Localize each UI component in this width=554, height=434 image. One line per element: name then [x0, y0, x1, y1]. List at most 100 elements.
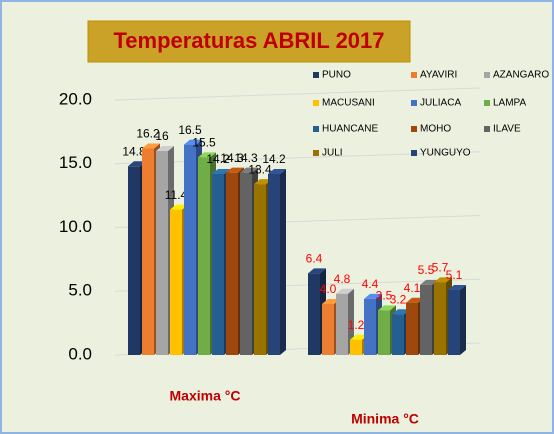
legend-label: ILAVE [493, 124, 521, 135]
data-label: 4.4 [362, 277, 379, 291]
legend-label: LAMPA [493, 98, 526, 109]
legend-label: PUNO [322, 70, 351, 81]
bar-front [142, 148, 154, 355]
data-label: 3.2 [390, 292, 407, 306]
bar-top [254, 179, 272, 185]
y-tick-label: 0.0 [68, 344, 92, 363]
bar-front [254, 184, 266, 355]
legend-swatch [484, 126, 490, 132]
bar-front [420, 284, 432, 355]
y-tick-label: 20.0 [59, 89, 92, 108]
data-label: 13.4 [248, 162, 272, 176]
legend-label: JULIACA [420, 98, 461, 109]
bar-top [434, 277, 452, 283]
chart-title: Temperaturas ABRIL 2017 [113, 28, 384, 53]
y-tick-label: 15.0 [59, 153, 92, 172]
data-label: 3.5 [376, 289, 393, 303]
bar-front [392, 314, 404, 355]
data-label: 16 [155, 129, 169, 143]
title-box [87, 20, 411, 63]
bar-top [420, 279, 438, 285]
bar-front [322, 304, 334, 355]
bar-top [198, 152, 216, 158]
data-label: 1.2 [348, 318, 365, 332]
bar-top [240, 167, 258, 173]
bar-top [378, 305, 396, 311]
legend-label: HUANCANE [322, 124, 378, 135]
bar-front [378, 310, 390, 355]
bar-front [198, 157, 210, 355]
legend-label: MOHO [420, 124, 451, 135]
bar-top [142, 143, 160, 149]
bar-front [212, 173, 224, 355]
data-label: 5.1 [446, 268, 463, 282]
bar-side [460, 284, 466, 355]
x-tick-label: Maxima °C [170, 388, 241, 404]
bar-front [156, 151, 168, 355]
bar-top [170, 204, 188, 210]
legend-swatch [313, 150, 319, 156]
bar-front [170, 209, 182, 355]
data-label: 14.2 [206, 152, 230, 166]
legend-label: JULI [322, 148, 343, 159]
data-label: 11.4 [165, 188, 188, 202]
data-label: 16.2 [136, 127, 160, 141]
legend-swatch [484, 72, 490, 78]
bar-front [268, 173, 280, 355]
bar-top [350, 334, 368, 340]
y-tick-label: 5.0 [68, 281, 92, 300]
data-label: 4.8 [334, 272, 351, 286]
bar-front [364, 298, 376, 355]
bar-front [308, 273, 320, 355]
legend-label: AYAVIRI [420, 70, 457, 81]
grid-line [114, 151, 481, 165]
data-label: 4.1 [404, 281, 421, 295]
bar-front [226, 172, 238, 355]
data-label: 14.2 [262, 152, 286, 166]
data-label: 14.3 [234, 151, 258, 165]
bar-top [406, 297, 424, 303]
legend-swatch [411, 72, 417, 78]
bar-front [406, 302, 418, 355]
bar-top [212, 168, 230, 174]
legend-label: MACUSANI [322, 98, 375, 109]
bar [268, 168, 286, 355]
legend-swatch [411, 100, 417, 106]
bar-top [448, 284, 466, 290]
legend-swatch [411, 150, 417, 156]
legend-swatch [313, 72, 319, 78]
bar-top [156, 146, 174, 151]
bar [448, 284, 466, 355]
bar-front [128, 166, 140, 355]
legend-swatch [313, 100, 319, 106]
legend-swatch [411, 126, 417, 132]
grid-line [114, 87, 481, 101]
data-label: 5.7 [432, 260, 449, 274]
bar-front [350, 339, 362, 355]
legend-swatch [313, 126, 319, 132]
data-label: 16.5 [178, 123, 202, 137]
data-label: 15.5 [192, 136, 216, 150]
bar-top [308, 268, 326, 274]
bar-top [128, 161, 146, 167]
data-label: 6.4 [306, 252, 323, 266]
bar-top [322, 299, 340, 304]
bar-front [434, 282, 446, 355]
data-label: 5.5 [418, 263, 435, 277]
bar-front [336, 293, 348, 355]
data-label: 14.3 [220, 151, 244, 165]
bar-top [184, 139, 202, 145]
bar-side [280, 168, 286, 355]
bar-top [268, 168, 286, 174]
legend-label: AZANGARO [493, 70, 549, 81]
bar-top [336, 288, 354, 294]
legend-swatch [484, 100, 490, 106]
bar-top [392, 309, 410, 315]
bar-front [448, 289, 460, 355]
legend-label: YUNGUYO [420, 148, 471, 159]
x-tick-label: Minima °C [351, 411, 419, 427]
bar-front [184, 144, 196, 355]
bar-top [226, 167, 244, 173]
